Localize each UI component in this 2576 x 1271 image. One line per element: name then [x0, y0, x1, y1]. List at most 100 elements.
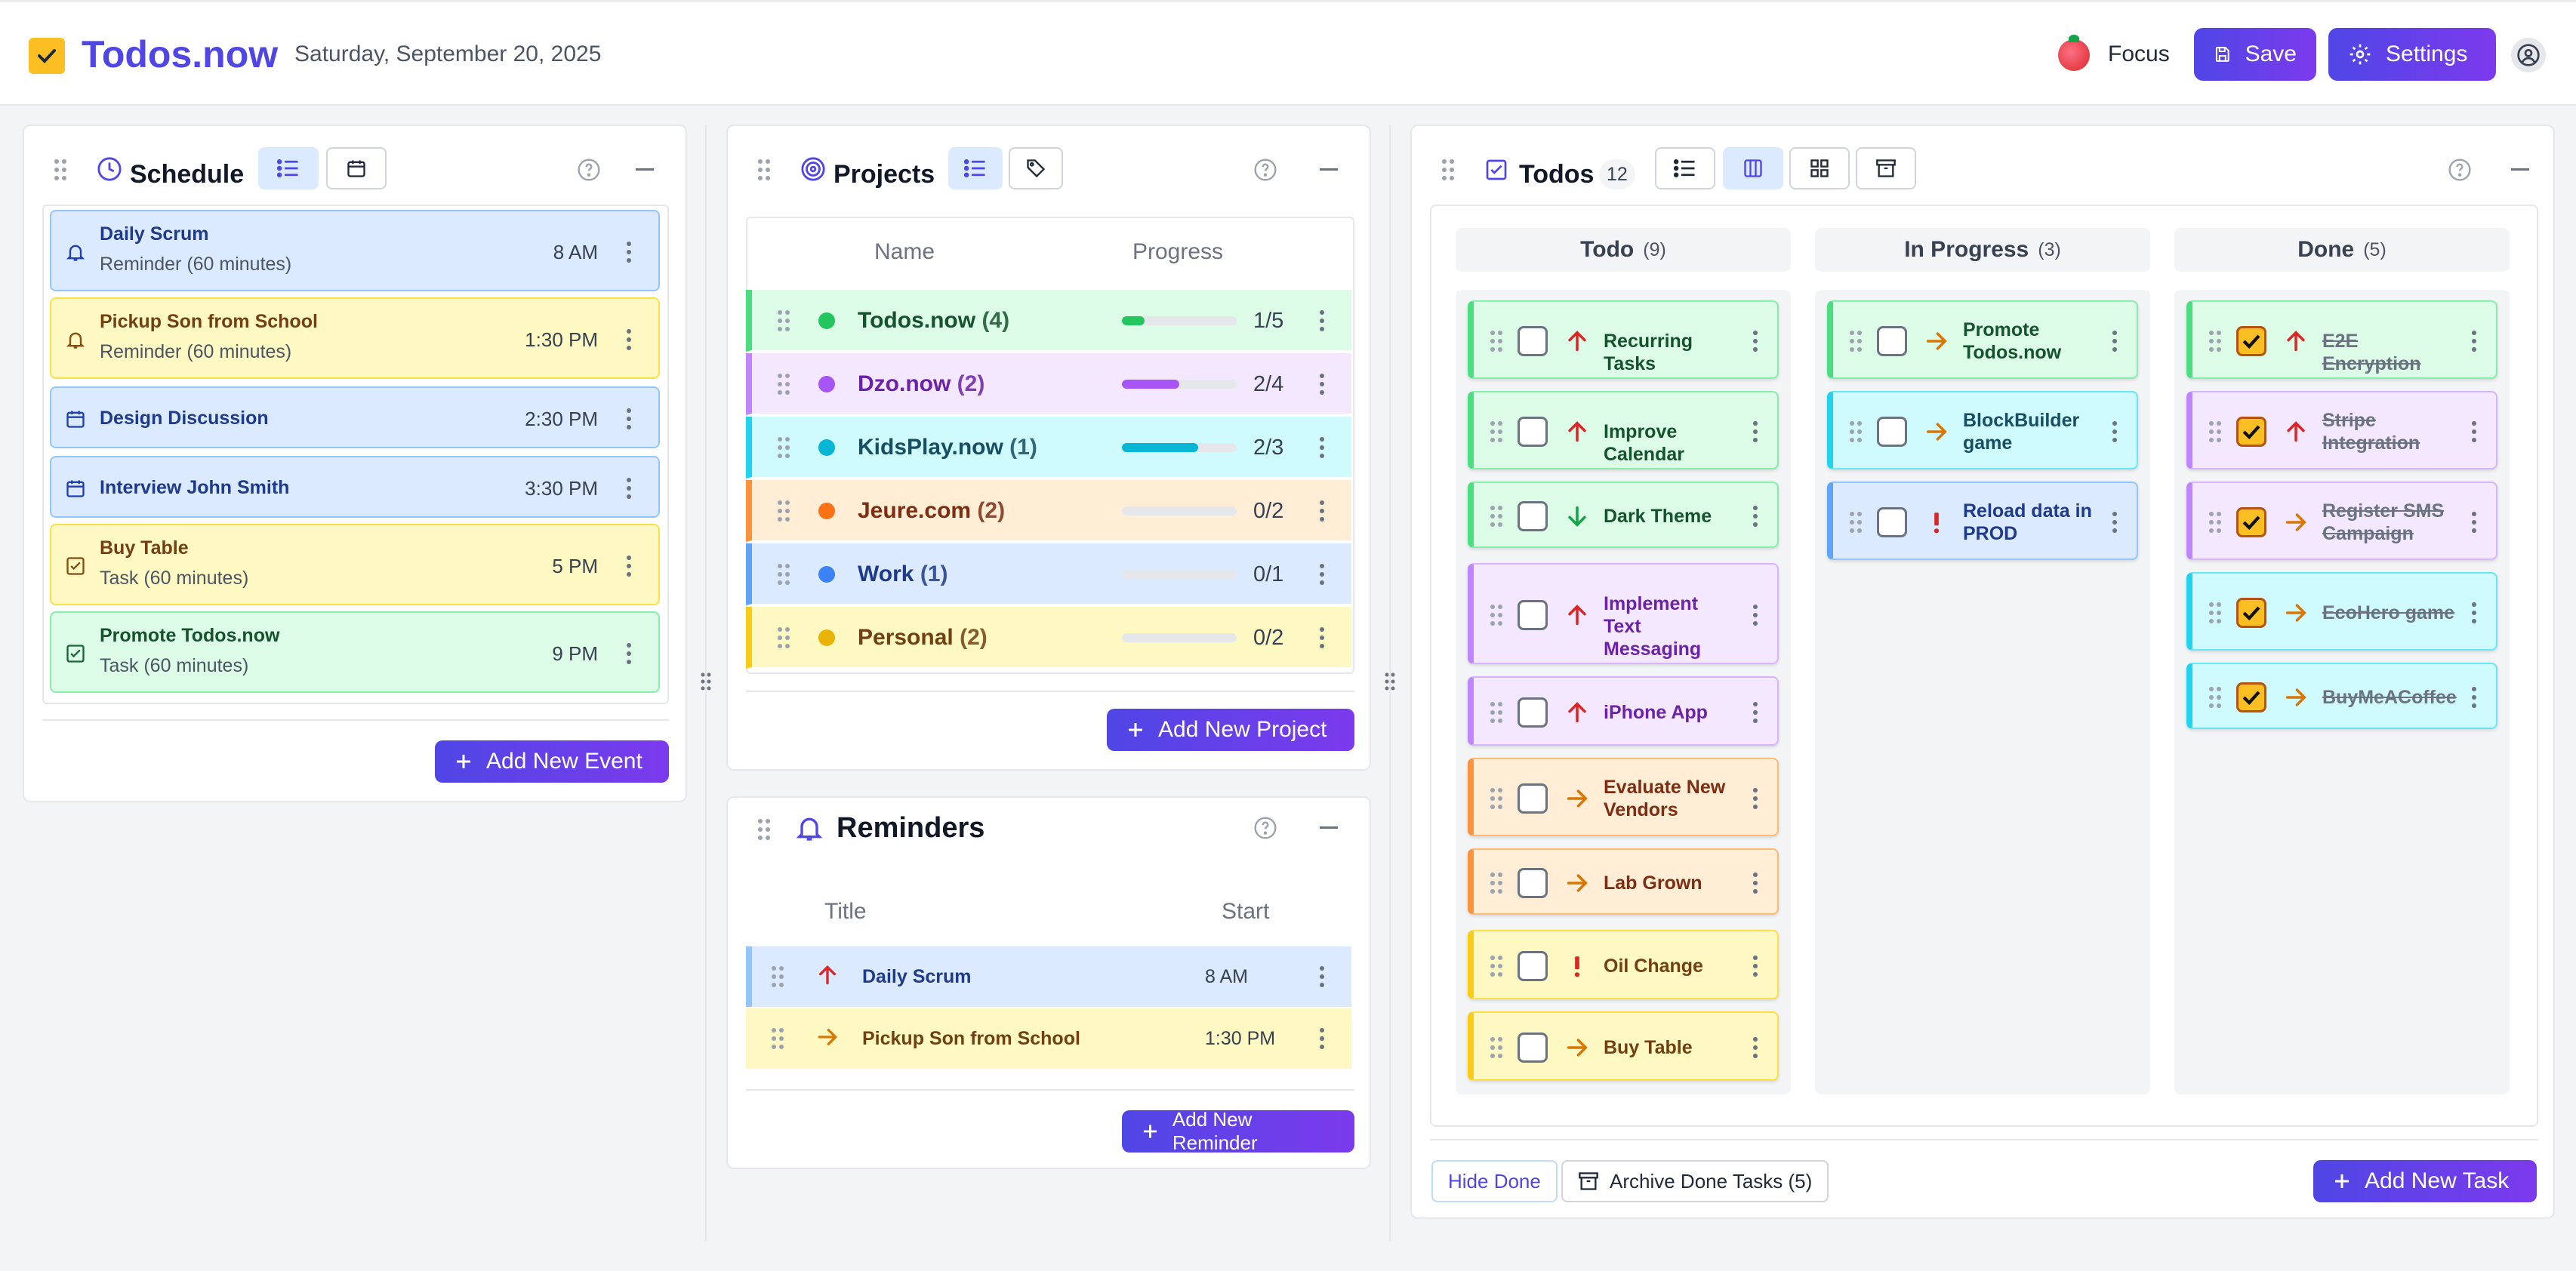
- task-card[interactable]: Oil Change: [1468, 930, 1779, 999]
- drag-handle-icon[interactable]: [758, 159, 770, 180]
- tag-view-button[interactable]: [1009, 147, 1063, 189]
- project-row[interactable]: Personal (2) 0/2: [746, 607, 1351, 669]
- drag-handle-icon[interactable]: [2209, 512, 2221, 533]
- project-row[interactable]: KidsPlay.now (1) 2/3: [746, 417, 1351, 479]
- task-checkbox[interactable]: [1518, 868, 1548, 898]
- more-options-icon[interactable]: [627, 408, 631, 429]
- schedule-item[interactable]: Promote Todos.now Task (60 minutes) 9 PM: [50, 611, 660, 693]
- resize-handle[interactable]: [700, 672, 712, 691]
- minimize-icon[interactable]: [636, 168, 654, 171]
- minimize-icon[interactable]: [1320, 168, 1338, 171]
- task-checkbox[interactable]: [2236, 598, 2266, 628]
- task-checkbox[interactable]: [2236, 326, 2266, 356]
- more-options-icon[interactable]: [1753, 1037, 1758, 1058]
- drag-handle-icon[interactable]: [1442, 159, 1454, 180]
- more-options-icon[interactable]: [627, 555, 631, 577]
- drag-handle-icon[interactable]: [778, 500, 790, 522]
- more-options-icon[interactable]: [1320, 310, 1324, 331]
- list-view-button[interactable]: [258, 147, 319, 189]
- more-options-icon[interactable]: [1753, 702, 1758, 723]
- drag-handle-icon[interactable]: [2209, 331, 2221, 352]
- task-card[interactable]: Lab Grown: [1468, 848, 1779, 915]
- drag-handle-icon[interactable]: [778, 437, 790, 458]
- drag-handle-icon[interactable]: [758, 819, 770, 840]
- more-options-icon[interactable]: [1320, 966, 1324, 987]
- task-card[interactable]: E2E Encryption: [2186, 300, 2497, 379]
- app-title[interactable]: Todos.now: [82, 33, 279, 75]
- drag-handle-icon[interactable]: [1490, 788, 1502, 809]
- help-icon[interactable]: [577, 158, 601, 182]
- project-row[interactable]: Jeure.com (2) 0/2: [746, 480, 1351, 542]
- drag-handle-icon[interactable]: [1490, 506, 1502, 527]
- task-card[interactable]: Stripe Integration: [2186, 391, 2497, 469]
- task-checkbox[interactable]: [1518, 600, 1548, 630]
- task-checkbox[interactable]: [1518, 501, 1548, 531]
- more-options-icon[interactable]: [1753, 421, 1758, 442]
- hide-done-button[interactable]: Hide Done: [1431, 1160, 1558, 1202]
- resize-handle[interactable]: [1384, 672, 1396, 691]
- kanban-view-button[interactable]: [1723, 147, 1783, 189]
- task-card[interactable]: Evaluate New Vendors: [1468, 758, 1779, 836]
- task-checkbox[interactable]: [1877, 507, 1907, 537]
- task-card[interactable]: Improve Calendar: [1468, 391, 1779, 469]
- drag-handle-icon[interactable]: [772, 1028, 784, 1049]
- more-options-icon[interactable]: [2472, 512, 2476, 533]
- drag-handle-icon[interactable]: [1850, 512, 1862, 533]
- task-card[interactable]: BuyMeACoffee: [2186, 663, 2497, 729]
- project-row[interactable]: Dzo.now (2) 2/4: [746, 353, 1351, 415]
- task-card[interactable]: Dark Theme: [1468, 482, 1779, 548]
- task-checkbox[interactable]: [1518, 951, 1548, 981]
- schedule-item[interactable]: Pickup Son from School Reminder (60 minu…: [50, 297, 660, 379]
- drag-handle-icon[interactable]: [2209, 421, 2221, 442]
- list-view-button[interactable]: [1655, 147, 1715, 189]
- task-checkbox[interactable]: [2236, 417, 2266, 447]
- drag-handle-icon[interactable]: [1850, 331, 1862, 352]
- help-icon[interactable]: [2448, 158, 2472, 182]
- add-new-reminder-button[interactable]: Add New Reminder: [1122, 1108, 1354, 1154]
- settings-button[interactable]: Settings: [2328, 28, 2496, 81]
- task-card[interactable]: Implement Text Messaging: [1468, 563, 1779, 664]
- more-options-icon[interactable]: [627, 329, 631, 350]
- focus-button-label[interactable]: Focus: [2108, 42, 2170, 66]
- drag-handle-icon[interactable]: [54, 159, 66, 180]
- user-avatar-icon[interactable]: [2511, 38, 2546, 72]
- task-checkbox[interactable]: [1877, 326, 1907, 356]
- task-card[interactable]: Recurring Tasks: [1468, 300, 1779, 379]
- more-options-icon[interactable]: [1320, 564, 1324, 585]
- drag-handle-icon[interactable]: [778, 627, 790, 648]
- more-options-icon[interactable]: [2472, 602, 2476, 623]
- add-new-event-button[interactable]: Add New Event: [435, 740, 669, 783]
- column-divider[interactable]: [705, 125, 707, 1242]
- more-options-icon[interactable]: [2112, 331, 2117, 352]
- more-options-icon[interactable]: [1753, 605, 1758, 626]
- drag-handle-icon[interactable]: [1490, 421, 1502, 442]
- list-view-button[interactable]: [948, 147, 1003, 189]
- more-options-icon[interactable]: [2472, 421, 2476, 442]
- grid-view-button[interactable]: [1789, 147, 1850, 189]
- more-options-icon[interactable]: [1753, 788, 1758, 809]
- schedule-item[interactable]: Design Discussion 2:30 PM: [50, 386, 660, 448]
- drag-handle-icon[interactable]: [1490, 605, 1502, 626]
- task-checkbox[interactable]: [1518, 783, 1548, 814]
- task-card[interactable]: EcoHero game: [2186, 572, 2497, 651]
- schedule-item[interactable]: Interview John Smith 3:30 PM: [50, 456, 660, 518]
- more-options-icon[interactable]: [2112, 421, 2117, 442]
- task-checkbox[interactable]: [1518, 417, 1548, 447]
- task-checkbox[interactable]: [1518, 326, 1548, 356]
- drag-handle-icon[interactable]: [1490, 872, 1502, 894]
- drag-handle-icon[interactable]: [1490, 331, 1502, 352]
- task-card[interactable]: Reload data in PROD: [1827, 482, 2138, 560]
- drag-handle-icon[interactable]: [1490, 1037, 1502, 1058]
- more-options-icon[interactable]: [1320, 374, 1324, 395]
- task-card[interactable]: Register SMS Campaign: [2186, 482, 2497, 560]
- more-options-icon[interactable]: [627, 242, 631, 263]
- save-button[interactable]: Save: [2194, 28, 2316, 81]
- archive-view-button[interactable]: [1856, 147, 1916, 189]
- minimize-icon[interactable]: [2511, 168, 2529, 171]
- reminder-row[interactable]: Pickup Son from School 1:30 PM: [746, 1008, 1351, 1069]
- calendar-view-button[interactable]: [326, 147, 387, 189]
- project-row[interactable]: Todos.now (4) 1/5: [746, 290, 1351, 352]
- help-icon[interactable]: [1253, 158, 1277, 182]
- task-checkbox[interactable]: [1877, 417, 1907, 447]
- project-row[interactable]: Work (1) 0/1: [746, 543, 1351, 605]
